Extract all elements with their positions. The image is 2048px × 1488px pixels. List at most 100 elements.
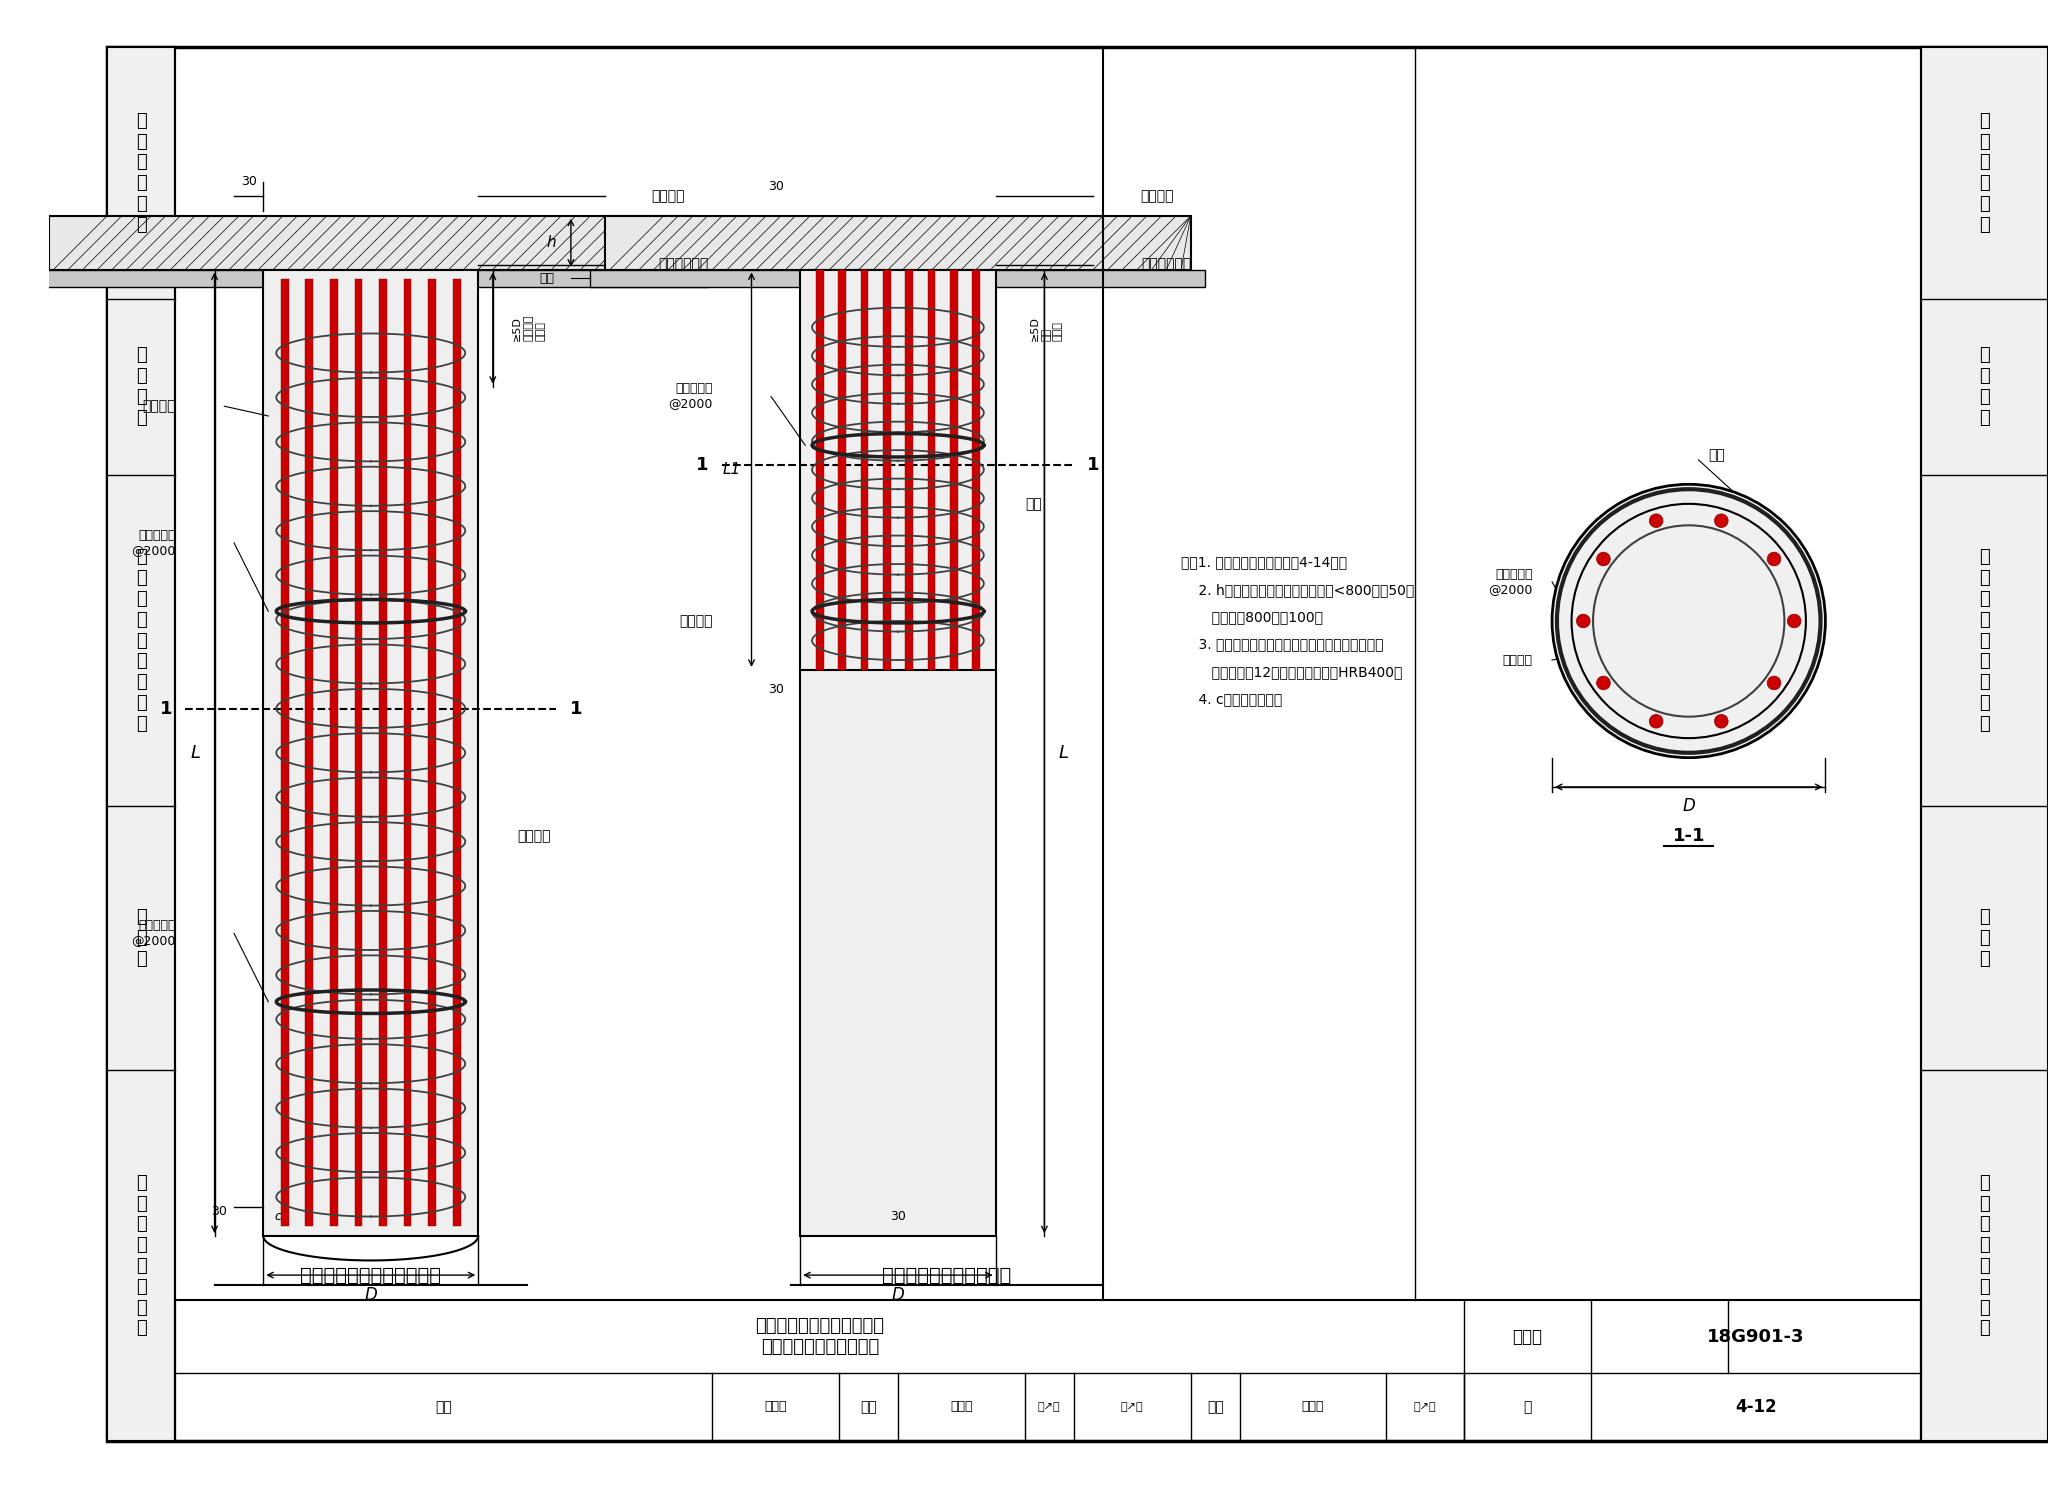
Text: 图集号: 图集号 [1513,1327,1542,1345]
Circle shape [1714,714,1729,728]
Text: 独
立
基
础: 独 立 基 础 [1978,347,1991,427]
Text: 30: 30 [891,1210,905,1223]
Bar [950,269,958,670]
Text: 螺旋箍筋: 螺旋箍筋 [680,615,713,628]
Text: 1: 1 [696,455,709,473]
Text: 1: 1 [569,699,582,717]
Bar [928,269,936,670]
Text: 灌注桩通长等截面配筋构造
灌注桩部分长度配筋构造: 灌注桩通长等截面配筋构造 灌注桩部分长度配筋构造 [756,1317,885,1356]
Text: D: D [1681,798,1696,815]
Text: 焊接加劲箍
@2000: 焊接加劲箍 @2000 [131,920,176,948]
Bar [35,269,707,287]
Text: 30: 30 [211,1205,227,1219]
Text: 纵筋: 纵筋 [1708,448,1724,461]
Bar [838,269,846,670]
Text: 桩
基
础: 桩 基 础 [135,909,147,969]
Text: 4-12: 4-12 [1735,1397,1778,1417]
Text: 桩直径＞800时取100。: 桩直径＞800时取100。 [1182,610,1323,623]
Text: h: h [547,235,557,250]
Text: ≥5D
锚固长度
螺旋箍: ≥5D 锚固长度 螺旋箍 [512,315,545,341]
Text: 与
基
础
有
关
的
构
造: 与 基 础 有 关 的 构 造 [135,1174,147,1338]
Bar [330,280,338,1226]
Text: 条
形
基
础
与
筏
形
基
础: 条 形 基 础 与 筏 形 基 础 [135,548,147,732]
Text: 设计: 设计 [1206,1400,1223,1414]
Text: 黄志刚: 黄志刚 [764,1400,786,1414]
Text: ≥5D
锚固
螺旋箍: ≥5D 锚固 螺旋箍 [1030,315,1063,341]
Text: 一
般
构
造
要
求: 一 般 构 造 要 求 [135,112,147,234]
Circle shape [1767,552,1782,565]
Text: 校对: 校对 [860,1400,877,1414]
Text: 1-1: 1-1 [1673,827,1706,845]
Text: 审核: 审核 [436,1400,453,1414]
Bar [428,280,436,1226]
Text: 桩
基
础: 桩 基 础 [1978,909,1991,969]
Bar [403,280,412,1226]
Text: 4. c为保护层厚度。: 4. c为保护层厚度。 [1182,692,1282,707]
Text: L1: L1 [723,463,741,478]
Bar [973,269,979,670]
Text: 通长纵筋: 通长纵筋 [518,829,551,842]
Text: 一
般
构
造
要
求: 一 般 构 造 要 求 [1978,112,1991,234]
Text: 1: 1 [160,699,172,717]
Text: 螺旋箍筋: 螺旋箍筋 [141,399,176,414]
Text: 桩顶标高: 桩顶标高 [651,189,686,204]
Text: 灌注桩通长等截面配筋构造: 灌注桩通长等截面配筋构造 [301,1266,440,1284]
Text: 焊接加劲箍
@2000: 焊接加劲箍 @2000 [668,382,713,411]
Text: 18G901-3: 18G901-3 [1708,1327,1804,1345]
Bar [815,269,823,670]
Circle shape [1552,484,1825,757]
Bar [860,269,868,670]
Text: 与
基
础
有
关
的
构
造: 与 基 础 有 关 的 构 造 [1978,1174,1991,1338]
Text: 30: 30 [242,176,256,187]
Bar [590,269,1206,287]
Text: 焊接加劲箍
@2000: 焊接加劲箍 @2000 [1489,568,1532,595]
Bar [106,48,176,1440]
Bar [905,269,913,670]
Bar [1921,48,2048,1440]
Text: 王怀元: 王怀元 [1303,1400,1325,1414]
Text: c: c [274,1210,281,1223]
Text: 2. h为桩顶进入承台高度，桩直径<800时取50，: 2. h为桩顶进入承台高度，桩直径<800时取50， [1182,583,1415,597]
Text: 刘↗楠: 刘↗楠 [1038,1402,1061,1412]
Circle shape [1714,513,1729,528]
Circle shape [1788,615,1800,628]
Text: 30: 30 [768,683,784,696]
Text: 螺旋箍筋: 螺旋箍筋 [1503,653,1532,667]
Text: 承台底面标高: 承台底面标高 [657,257,709,272]
Circle shape [1649,513,1663,528]
Text: 页: 页 [1524,1400,1532,1414]
Circle shape [1597,676,1610,690]
Text: 灌注桩部分长度配筋构造: 灌注桩部分长度配筋构造 [883,1266,1012,1284]
Bar [49,216,692,269]
Circle shape [1767,676,1782,690]
Text: 垫层: 垫层 [539,272,553,284]
Bar [281,280,289,1226]
Circle shape [1649,714,1663,728]
Text: 刘小楠: 刘小楠 [950,1400,973,1414]
Text: 焊接加劲箍
@2000: 焊接加劲箍 @2000 [131,528,176,557]
Bar [176,1299,1921,1440]
Text: 刘↗构: 刘↗构 [1120,1402,1143,1412]
Text: 劲箍直径为12，强度等级不低于HRB400。: 劲箍直径为12，强度等级不低于HRB400。 [1182,665,1403,679]
Bar [883,269,891,670]
Text: D: D [891,1286,905,1303]
Text: 注：1. 纵筋锚入承台做法见第4-14页。: 注：1. 纵筋锚入承台做法见第4-14页。 [1182,555,1348,570]
Text: L: L [190,744,201,762]
Bar [604,216,1190,269]
Circle shape [1577,615,1589,628]
Bar [264,269,477,1237]
Text: 30: 30 [768,180,784,193]
Text: 王↗元: 王↗元 [1413,1402,1436,1412]
Bar [354,280,362,1226]
Text: 纵筋: 纵筋 [1024,497,1042,510]
Bar [379,280,387,1226]
Bar [801,269,995,1237]
Text: D: D [365,1286,377,1303]
Text: 桩顶标高: 桩顶标高 [1141,189,1174,204]
Text: 条
形
基
础
与
筏
形
基
础: 条 形 基 础 与 筏 形 基 础 [1978,548,1991,732]
Text: 独
立
基
础: 独 立 基 础 [135,347,147,427]
Text: 承台底面标高: 承台底面标高 [1141,257,1192,272]
Bar [305,280,313,1226]
Text: 1: 1 [1087,455,1100,473]
Bar [453,280,461,1226]
